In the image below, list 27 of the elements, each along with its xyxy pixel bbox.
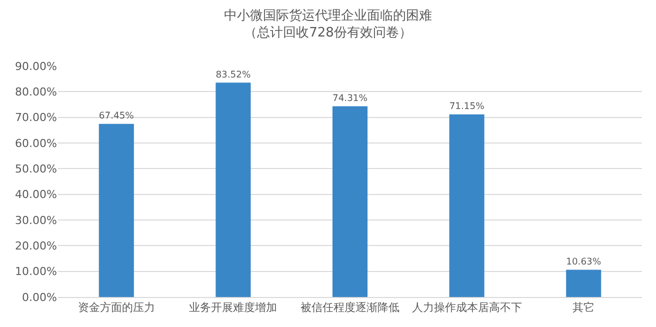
x-tick-label: 资金方面的压力 [78,301,155,314]
chart-title: 中小微国际货运代理企业面临的困难 [224,8,432,24]
y-tick-label: 40.00% [15,188,57,202]
bar [98,124,134,297]
y-tick-label: 10.00% [15,265,57,278]
y-tick-label: 30.00% [15,214,57,227]
x-tick-label: 业务开展难度增加 [189,301,278,314]
y-tick-label: 90.00% [15,60,57,73]
bar [332,106,368,297]
x-tick-label: 其它 [572,301,595,314]
y-tick-label: 20.00% [15,240,57,253]
y-tick-label: 70.00% [15,111,57,124]
bar [216,82,251,297]
y-tick-label: 50.00% [15,162,57,176]
x-tick-label: 人力操作成本居高不下 [412,301,522,314]
data-label: 74.31% [332,92,368,104]
data-label: 71.15% [449,101,485,112]
data-label: 83.52% [216,69,251,80]
bar [449,114,484,297]
y-tick-label: 80.00% [15,86,57,99]
chart-subtitle: （总计回收728份有效问卷） [244,26,412,41]
data-label: 10.63% [566,256,602,268]
bar [566,270,602,297]
y-tick-label: 60.00% [15,136,57,150]
data-label: 67.45% [98,110,134,122]
y-tick-label: 0.00% [22,290,57,304]
x-tick-label: 被信任程度逐渐降低 [300,301,400,314]
